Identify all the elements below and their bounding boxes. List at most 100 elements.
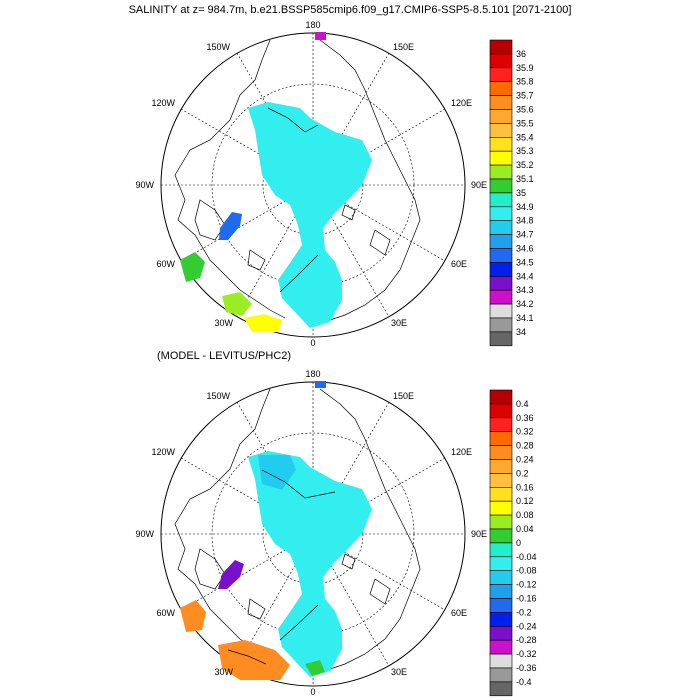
colorbar-box [489,639,513,655]
salinity-blob-baffin [219,212,242,240]
colorbar-label: 35 [516,188,526,198]
colorbar-label: 0.16 [516,482,534,492]
colorbar-box [489,289,513,305]
colorbar-box [489,53,513,69]
colorbar-box [489,389,513,405]
colorbar-box [489,500,513,516]
colorbar-label: 35.1 [516,174,534,184]
salinity-colorbar: 36 35.9 35.8 35.7 35.6 35.5 35.4 35.3 35.2 35.1 35… [489,39,534,347]
colorbar-box [489,178,513,194]
colorbar-box [489,123,513,138]
lon-label-90w: 90W [135,529,154,539]
colorbar-label: 0 [516,538,521,548]
lon-label-150e: 150E [393,391,414,401]
lon-label-30e: 30E [391,318,407,328]
difference-blob-pacific [315,381,326,388]
lon-label-60w: 60W [156,259,175,269]
colorbar-box [489,262,513,277]
colorbar-label: 34.4 [516,271,534,281]
lon-label-30w: 30W [214,318,233,328]
colorbar-label: 34.8 [516,216,534,226]
colorbar-label: 35.9 [516,63,534,73]
difference-blob-barents [305,660,325,676]
lon-label-0: 0 [310,687,315,697]
colorbar-label: 34.3 [516,285,534,295]
difference-contours [227,469,336,665]
colorbar-box [489,473,513,488]
lon-label-60e: 60E [451,259,467,269]
salinity-field-arctic [248,102,372,328]
colorbar-label: -0.04 [516,552,537,562]
colorbar-label: 35.3 [516,146,534,156]
colorbar-box [489,150,513,166]
lon-label-120w: 120W [151,98,175,108]
coastlines [174,39,421,321]
lon-label-120w: 120W [151,447,175,457]
colorbar-box [489,331,513,347]
colorbar-label: 0.32 [516,427,534,437]
colorbar-box [489,95,513,110]
colorbar-box [489,234,513,249]
colorbar-label: -0.12 [516,580,537,590]
colorbar-box [489,570,513,585]
difference-blob-labrador [180,600,206,632]
colorbar-box [489,164,513,180]
colorbar-label: 0.36 [516,413,534,423]
lon-label-150e: 150E [393,42,414,52]
top-longitude-labels: 180 150W 150E 120W 120E 90W 90E 60W 60E … [135,20,487,348]
lon-label-30w: 30W [214,667,233,677]
lon-label-150w: 150W [206,42,230,52]
salinity-blob-labrador [180,252,205,282]
colorbar-box [489,431,513,446]
map-title: SALINITY at z= 984.7m, b.e21.BSSP585cmip… [128,4,572,16]
colorbar-label: 34 [516,327,526,337]
lon-label-150w: 150W [206,391,230,401]
colorbar-label: 0.4 [516,399,529,409]
colorbar-box [489,220,513,235]
colorbar-box [489,137,513,152]
colorbar-label: 36 [516,49,526,59]
colorbar-box [489,206,513,222]
colorbar-label: -0.32 [516,649,537,659]
colorbar-label: -0.28 [516,635,537,645]
colorbar-label: -0.24 [516,621,537,631]
colorbar-label: 0.12 [516,496,534,506]
salinity-blob-norwegian [244,314,282,332]
salinity-blob-greenland-east [222,292,252,316]
colorbar-box [489,445,513,460]
colorbar-label: -0.08 [516,566,537,576]
lon-label-120e: 120E [451,447,472,457]
colorbar-label: 34.6 [516,244,534,254]
colorbar-label: 34.5 [516,257,534,267]
colorbar-box [489,81,513,96]
salinity-map: 180 150W 150E 120W 120E 90W 90E 60W 60E … [135,20,487,348]
difference-field-arctic [248,451,372,677]
colorbar-label: 0.04 [516,524,534,534]
lon-label-60w: 60W [156,608,175,618]
difference-map: 180 150W 150E 120W 120E 90W 90E 60W 60E … [135,369,487,697]
difference-colorbar: 0.4 0.36 0.32 0.28 0.24 0.2 0.16 0.12 0.08 0.04 0 -… [489,389,537,697]
colorbar-box [489,275,513,291]
colorbar-box [489,459,513,474]
colorbar-box [489,317,513,333]
colorbar-label: 35.5 [516,118,534,128]
lon-label-0: 0 [310,338,315,348]
colorbar-label: 0.08 [516,510,534,520]
colorbar-box [489,39,513,55]
colorbar-box [489,67,513,83]
colorbar-label: 0.2 [516,468,529,478]
colorbar-box [489,584,513,599]
colorbar-box [489,109,513,124]
colorbar-label: 0.28 [516,441,534,451]
colorbar-label: 34.7 [516,230,534,240]
colorbar-box [489,598,513,613]
colorbar-label: 34.1 [516,313,534,323]
bottom-longitude-labels: 180 150W 150E 120W 120E 90W 90E 60W 60E … [135,369,487,697]
colorbar-box [489,625,513,641]
salinity-contours [267,107,319,293]
colorbar-label: -0.36 [516,663,537,673]
colorbar-label: 35.6 [516,105,534,115]
colorbar-box [489,192,513,208]
colorbar-box [489,486,513,502]
lon-label-90e: 90E [471,529,487,539]
